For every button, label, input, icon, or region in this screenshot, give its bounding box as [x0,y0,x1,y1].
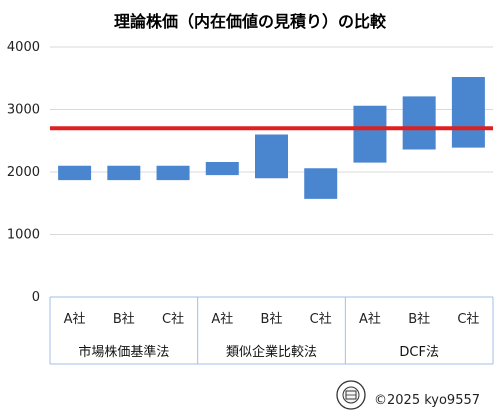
x-group-label: 類似企業比較法 [226,344,317,360]
x-category-label: C社 [162,311,184,327]
y-tick-label: 2000 [7,165,40,180]
x-category-label: B社 [261,311,283,327]
range-bar [451,77,485,148]
range-bar [107,165,141,181]
x-category-label: B社 [408,311,430,327]
x-group-label: DCF法 [399,345,439,360]
range-bar [353,105,387,163]
range-bar [304,168,338,199]
bars [58,77,485,199]
x-category-label: A社 [211,311,233,327]
range-bar [205,162,239,176]
x-category-label: A社 [64,311,86,327]
y-tick-label: 0 [32,290,40,305]
x-category-label: C社 [457,311,479,327]
y-tick-label: 1000 [7,228,40,243]
x-category-label: A社 [359,311,381,327]
x-group-label: 市場株価基準法 [78,344,169,360]
y-axis-ticks: 0 1000 2000 3000 4000 [7,40,40,305]
range-bar [402,96,436,150]
x-category-label: B社 [113,311,135,327]
y-tick-label: 3000 [7,103,40,118]
chart-title: 理論株価（内在価値の見積り）の比較 [114,12,387,31]
y-tick-label: 4000 [7,40,40,55]
copyright-text: ©2025 kyo9557 [374,393,481,408]
accounting-thinking-logo [330,378,372,416]
range-bar [156,165,190,181]
range-bar [255,134,288,179]
range-bar [58,165,92,181]
x-category-label: C社 [310,311,332,327]
